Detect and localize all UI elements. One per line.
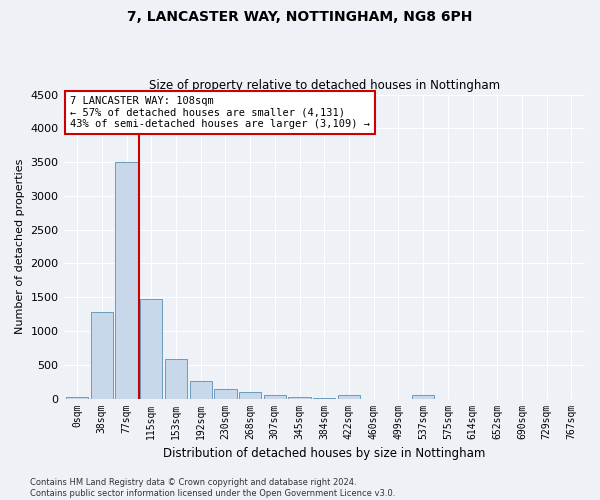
Text: 7, LANCASTER WAY, NOTTINGHAM, NG8 6PH: 7, LANCASTER WAY, NOTTINGHAM, NG8 6PH <box>127 10 473 24</box>
Title: Size of property relative to detached houses in Nottingham: Size of property relative to detached ho… <box>149 79 500 92</box>
Bar <box>289 397 311 398</box>
Bar <box>239 392 261 398</box>
Bar <box>190 382 212 398</box>
Bar <box>214 389 236 398</box>
Bar <box>338 395 360 398</box>
X-axis label: Distribution of detached houses by size in Nottingham: Distribution of detached houses by size … <box>163 447 485 460</box>
Bar <box>115 162 137 398</box>
Bar <box>91 312 113 398</box>
Text: 7 LANCASTER WAY: 108sqm
← 57% of detached houses are smaller (4,131)
43% of semi: 7 LANCASTER WAY: 108sqm ← 57% of detache… <box>70 96 370 129</box>
Bar <box>66 396 88 398</box>
Bar <box>264 395 286 398</box>
Y-axis label: Number of detached properties: Number of detached properties <box>15 159 25 334</box>
Text: Contains HM Land Registry data © Crown copyright and database right 2024.
Contai: Contains HM Land Registry data © Crown c… <box>30 478 395 498</box>
Bar <box>140 299 163 398</box>
Bar <box>412 395 434 398</box>
Bar <box>165 360 187 399</box>
